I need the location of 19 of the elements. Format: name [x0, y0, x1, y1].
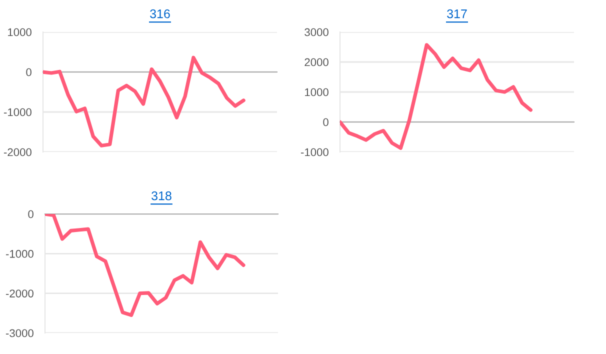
y-tick-label: -1000 — [4, 108, 32, 116]
chart-title: 317 — [447, 9, 467, 18]
y-tick-label: -1000 — [6, 250, 34, 258]
line-series — [340, 43, 532, 150]
y-tick-label: 3000 — [304, 28, 328, 36]
y-tick-label: 1000 — [305, 88, 328, 96]
chart-title: 316 — [150, 9, 170, 18]
y-tick-label: 0 — [28, 210, 34, 218]
line-series — [45, 214, 246, 317]
chart-title: 318 — [152, 191, 172, 200]
y-tick-label: -3000 — [6, 329, 34, 338]
y-tick-label: -1000 — [300, 148, 328, 156]
y-tick-label: -2000 — [4, 148, 32, 156]
y-tick-label: 2000 — [304, 58, 328, 66]
y-tick-label: 0 — [26, 68, 32, 76]
y-tick-label: 0 — [323, 118, 328, 126]
line-series — [43, 56, 246, 148]
y-tick-label: -2000 — [6, 290, 34, 298]
y-tick-label: 1000 — [8, 28, 32, 36]
